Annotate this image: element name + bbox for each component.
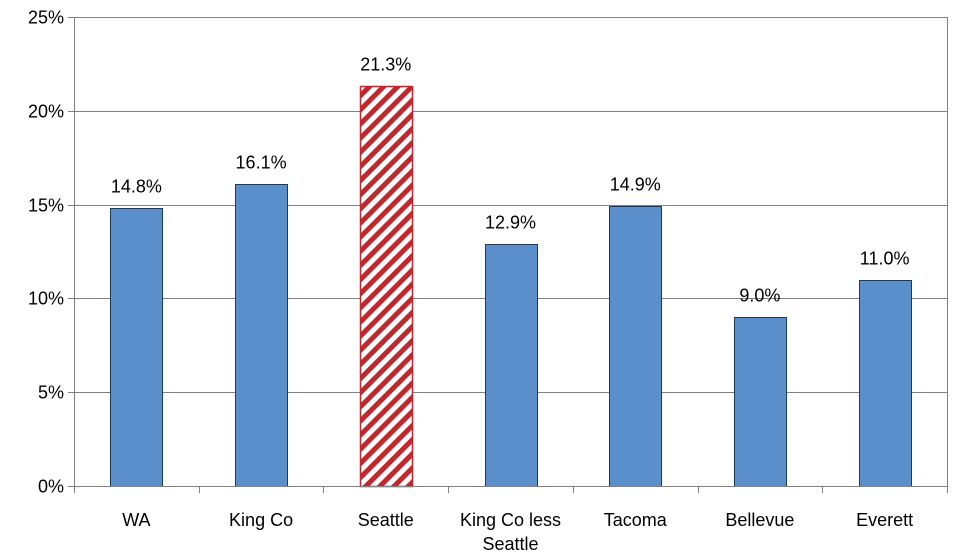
data-label: 11.0% bbox=[860, 249, 910, 269]
category-label: WA bbox=[122, 510, 150, 530]
category-label: Bellevue bbox=[725, 510, 794, 530]
bar bbox=[859, 280, 912, 487]
category-label: Seattle bbox=[482, 534, 538, 554]
gridlines bbox=[74, 17, 947, 393]
data-label: 21.3% bbox=[360, 55, 411, 75]
data-label: 9.0% bbox=[739, 286, 780, 306]
bar-highlighted bbox=[359, 85, 414, 488]
category-label: Tacoma bbox=[604, 510, 668, 530]
category-label: King Co less bbox=[460, 510, 561, 530]
bar bbox=[609, 206, 662, 487]
bar bbox=[235, 184, 288, 487]
data-label: 14.9% bbox=[610, 175, 661, 195]
category-label: Everett bbox=[856, 510, 913, 530]
y-tick-label: 5% bbox=[38, 383, 64, 403]
axes-group bbox=[68, 17, 948, 493]
data-label: 14.8% bbox=[111, 177, 162, 197]
y-tick-label: 20% bbox=[28, 102, 64, 122]
data-label: 16.1% bbox=[236, 153, 287, 173]
category-label: Seattle bbox=[358, 510, 414, 530]
bar bbox=[485, 244, 538, 487]
data-label: 12.9% bbox=[485, 213, 536, 233]
y-tick-label: 10% bbox=[28, 289, 64, 309]
category-label: King Co bbox=[229, 510, 293, 530]
bar bbox=[734, 317, 787, 487]
y-tick-label: 0% bbox=[38, 477, 64, 497]
y-tick-label: 15% bbox=[28, 196, 64, 216]
bars-group bbox=[110, 85, 912, 488]
labels-group: 0% 5% 10% 15% 20% 25% 14.8% WA 16.1% King Co 21.3%… bbox=[28, 8, 913, 555]
y-tick-label: 25% bbox=[28, 8, 64, 28]
bar bbox=[110, 208, 163, 487]
